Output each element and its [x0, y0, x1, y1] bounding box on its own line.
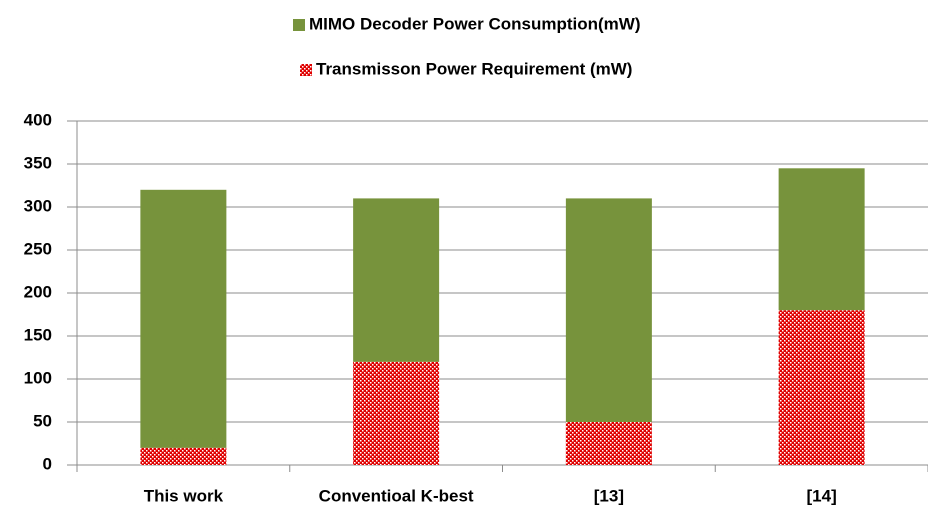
y-tick-label: 150: [24, 325, 52, 344]
y-tick-label: 250: [24, 239, 52, 258]
y-tick-label: 400: [24, 110, 52, 129]
y-tick-label: 350: [24, 153, 52, 172]
bar-segment: [353, 361, 440, 465]
x-tick-label: This work: [144, 486, 224, 505]
bar-segment: [565, 198, 652, 422]
y-tick-label: 50: [33, 411, 52, 430]
bar-segment: [140, 447, 227, 465]
bar-segment: [565, 422, 652, 465]
x-tick-label: [13]: [594, 486, 624, 505]
x-tick-label: Conventioal K-best: [319, 486, 474, 505]
legend-swatch: [300, 64, 312, 76]
y-tick-label: 300: [24, 196, 52, 215]
legend-label: Transmisson Power Requirement (mW): [316, 59, 632, 78]
y-tick-label: 0: [43, 454, 52, 473]
bar-segment: [140, 189, 227, 448]
bar-segment: [778, 168, 865, 311]
x-tick-label: [14]: [807, 486, 837, 505]
bar-segment: [778, 310, 865, 465]
y-tick-label: 100: [24, 368, 52, 387]
legend-swatch: [293, 19, 305, 31]
bar-segment: [353, 198, 440, 362]
legend-label: MIMO Decoder Power Consumption(mW): [309, 14, 641, 33]
y-tick-label: 200: [24, 282, 52, 301]
